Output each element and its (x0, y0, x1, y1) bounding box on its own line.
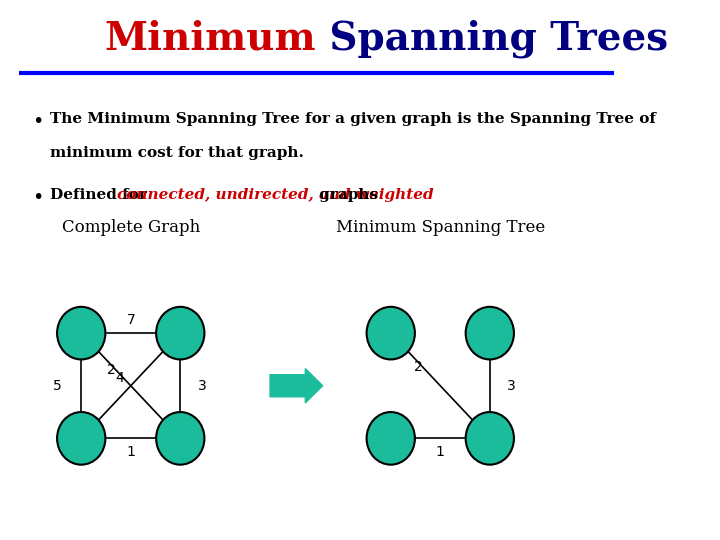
Text: 3: 3 (507, 379, 516, 393)
Ellipse shape (156, 412, 204, 464)
Ellipse shape (156, 307, 204, 360)
FancyArrow shape (270, 369, 323, 403)
Text: The Minimum Spanning Tree for a given graph is the Spanning Tree of: The Minimum Spanning Tree for a given gr… (50, 112, 656, 126)
Text: 4: 4 (115, 371, 124, 385)
Text: 2: 2 (414, 360, 423, 374)
Text: 2: 2 (107, 363, 115, 377)
Text: Spanning Trees: Spanning Trees (317, 19, 669, 58)
Text: Complete Graph: Complete Graph (62, 219, 200, 236)
Text: 1: 1 (436, 444, 445, 458)
Ellipse shape (466, 412, 514, 464)
Text: 3: 3 (197, 379, 207, 393)
Text: minimum cost for that graph.: minimum cost for that graph. (50, 146, 304, 160)
Text: graphs: graphs (314, 188, 378, 202)
Ellipse shape (57, 412, 105, 464)
Ellipse shape (366, 307, 415, 360)
Ellipse shape (57, 307, 105, 360)
Text: •: • (32, 112, 43, 131)
Text: connected, undirected, and weighted: connected, undirected, and weighted (117, 188, 433, 202)
Text: •: • (32, 188, 43, 207)
Text: 1: 1 (126, 444, 135, 458)
Ellipse shape (366, 412, 415, 464)
Text: Minimum Spanning Tree: Minimum Spanning Tree (336, 219, 545, 236)
Text: Minimum: Minimum (105, 19, 317, 58)
Ellipse shape (466, 307, 514, 360)
Text: 7: 7 (127, 313, 135, 327)
Text: 5: 5 (53, 379, 62, 393)
Text: Defined for: Defined for (50, 188, 153, 202)
